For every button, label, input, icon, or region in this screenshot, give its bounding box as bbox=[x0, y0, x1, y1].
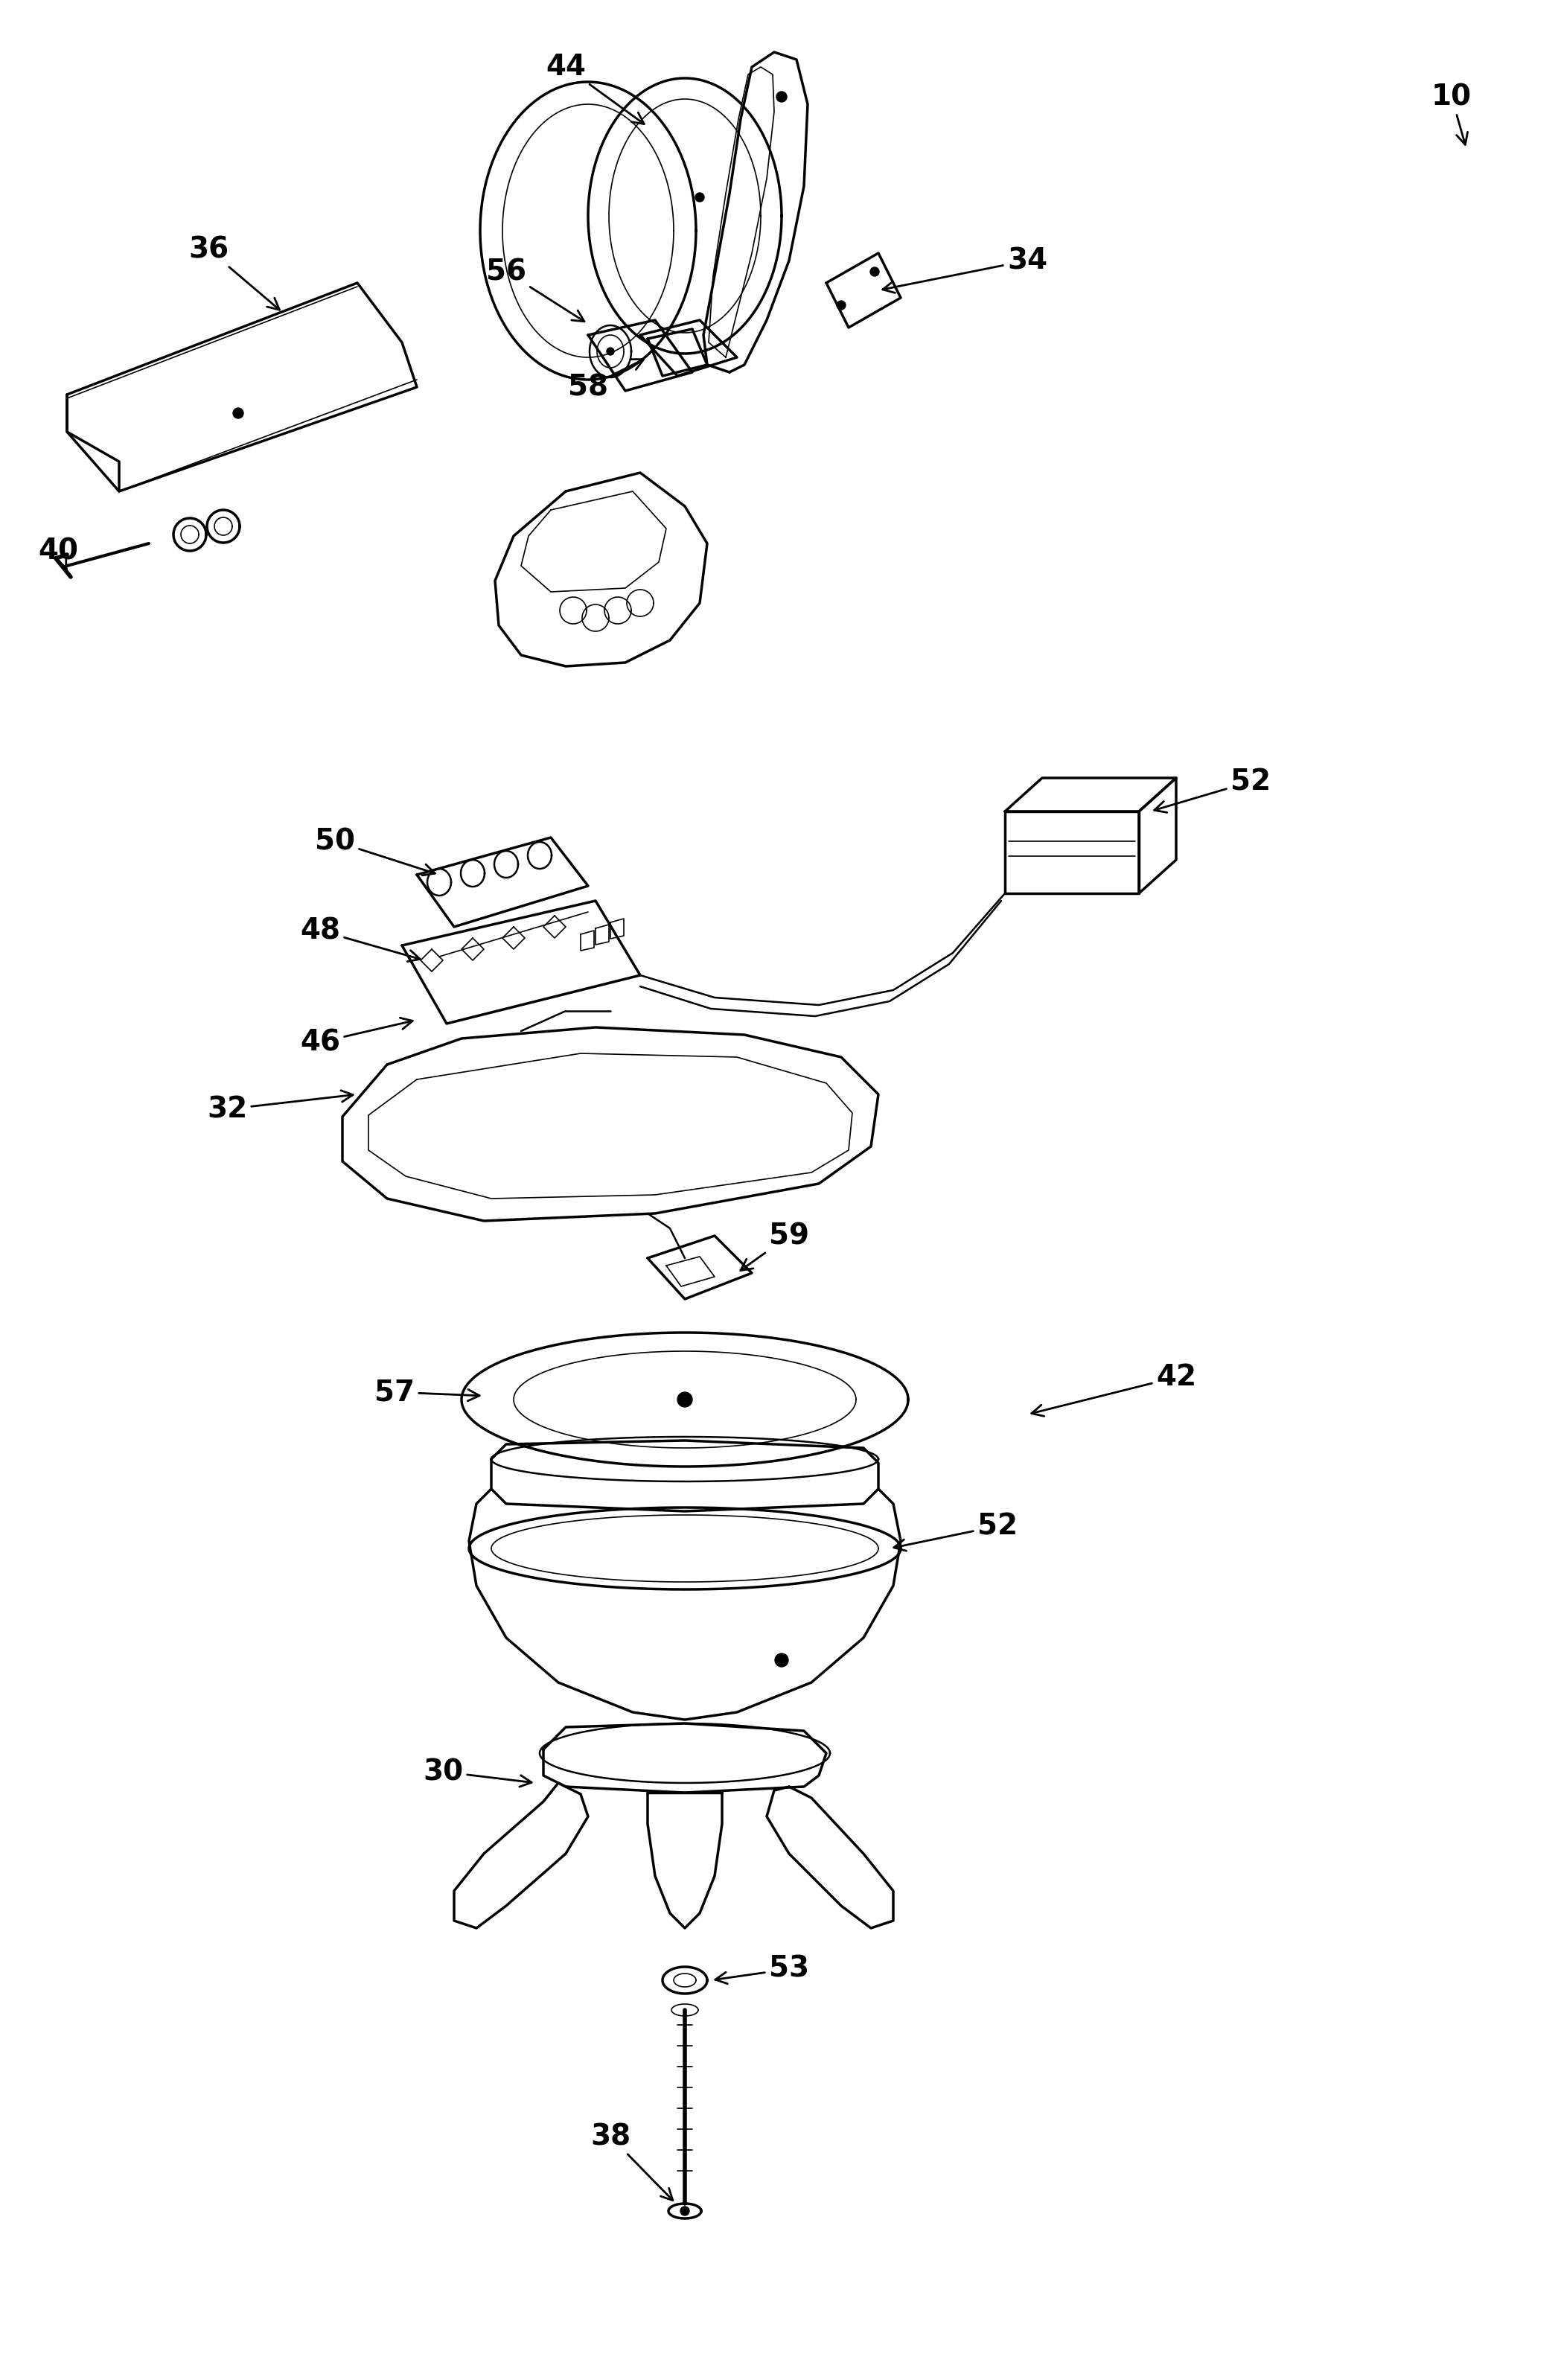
Text: 38: 38 bbox=[590, 2123, 673, 2202]
Text: 44: 44 bbox=[545, 52, 643, 124]
Text: 48: 48 bbox=[301, 916, 421, 962]
Circle shape bbox=[234, 407, 243, 419]
Circle shape bbox=[606, 347, 614, 355]
Text: 57: 57 bbox=[374, 1378, 480, 1407]
Text: 42: 42 bbox=[1031, 1364, 1197, 1416]
Text: 58: 58 bbox=[569, 359, 643, 402]
Text: 30: 30 bbox=[422, 1759, 531, 1787]
Circle shape bbox=[779, 1656, 785, 1664]
Text: 40: 40 bbox=[37, 538, 78, 569]
Text: 34: 34 bbox=[883, 248, 1047, 293]
Circle shape bbox=[695, 193, 704, 202]
Text: 52: 52 bbox=[1154, 766, 1271, 812]
Text: 10: 10 bbox=[1432, 83, 1472, 145]
Text: 36: 36 bbox=[189, 236, 279, 309]
Circle shape bbox=[776, 90, 787, 102]
Circle shape bbox=[681, 2206, 689, 2216]
Circle shape bbox=[774, 1654, 788, 1666]
Circle shape bbox=[871, 267, 879, 276]
Text: 32: 32 bbox=[207, 1090, 354, 1123]
Text: 52: 52 bbox=[894, 1511, 1017, 1552]
Circle shape bbox=[837, 300, 846, 309]
Text: 46: 46 bbox=[301, 1019, 413, 1057]
Text: 50: 50 bbox=[315, 828, 435, 876]
Circle shape bbox=[678, 1392, 692, 1407]
Text: 59: 59 bbox=[740, 1221, 809, 1271]
Text: 53: 53 bbox=[715, 1954, 809, 1983]
Text: 56: 56 bbox=[486, 257, 584, 321]
